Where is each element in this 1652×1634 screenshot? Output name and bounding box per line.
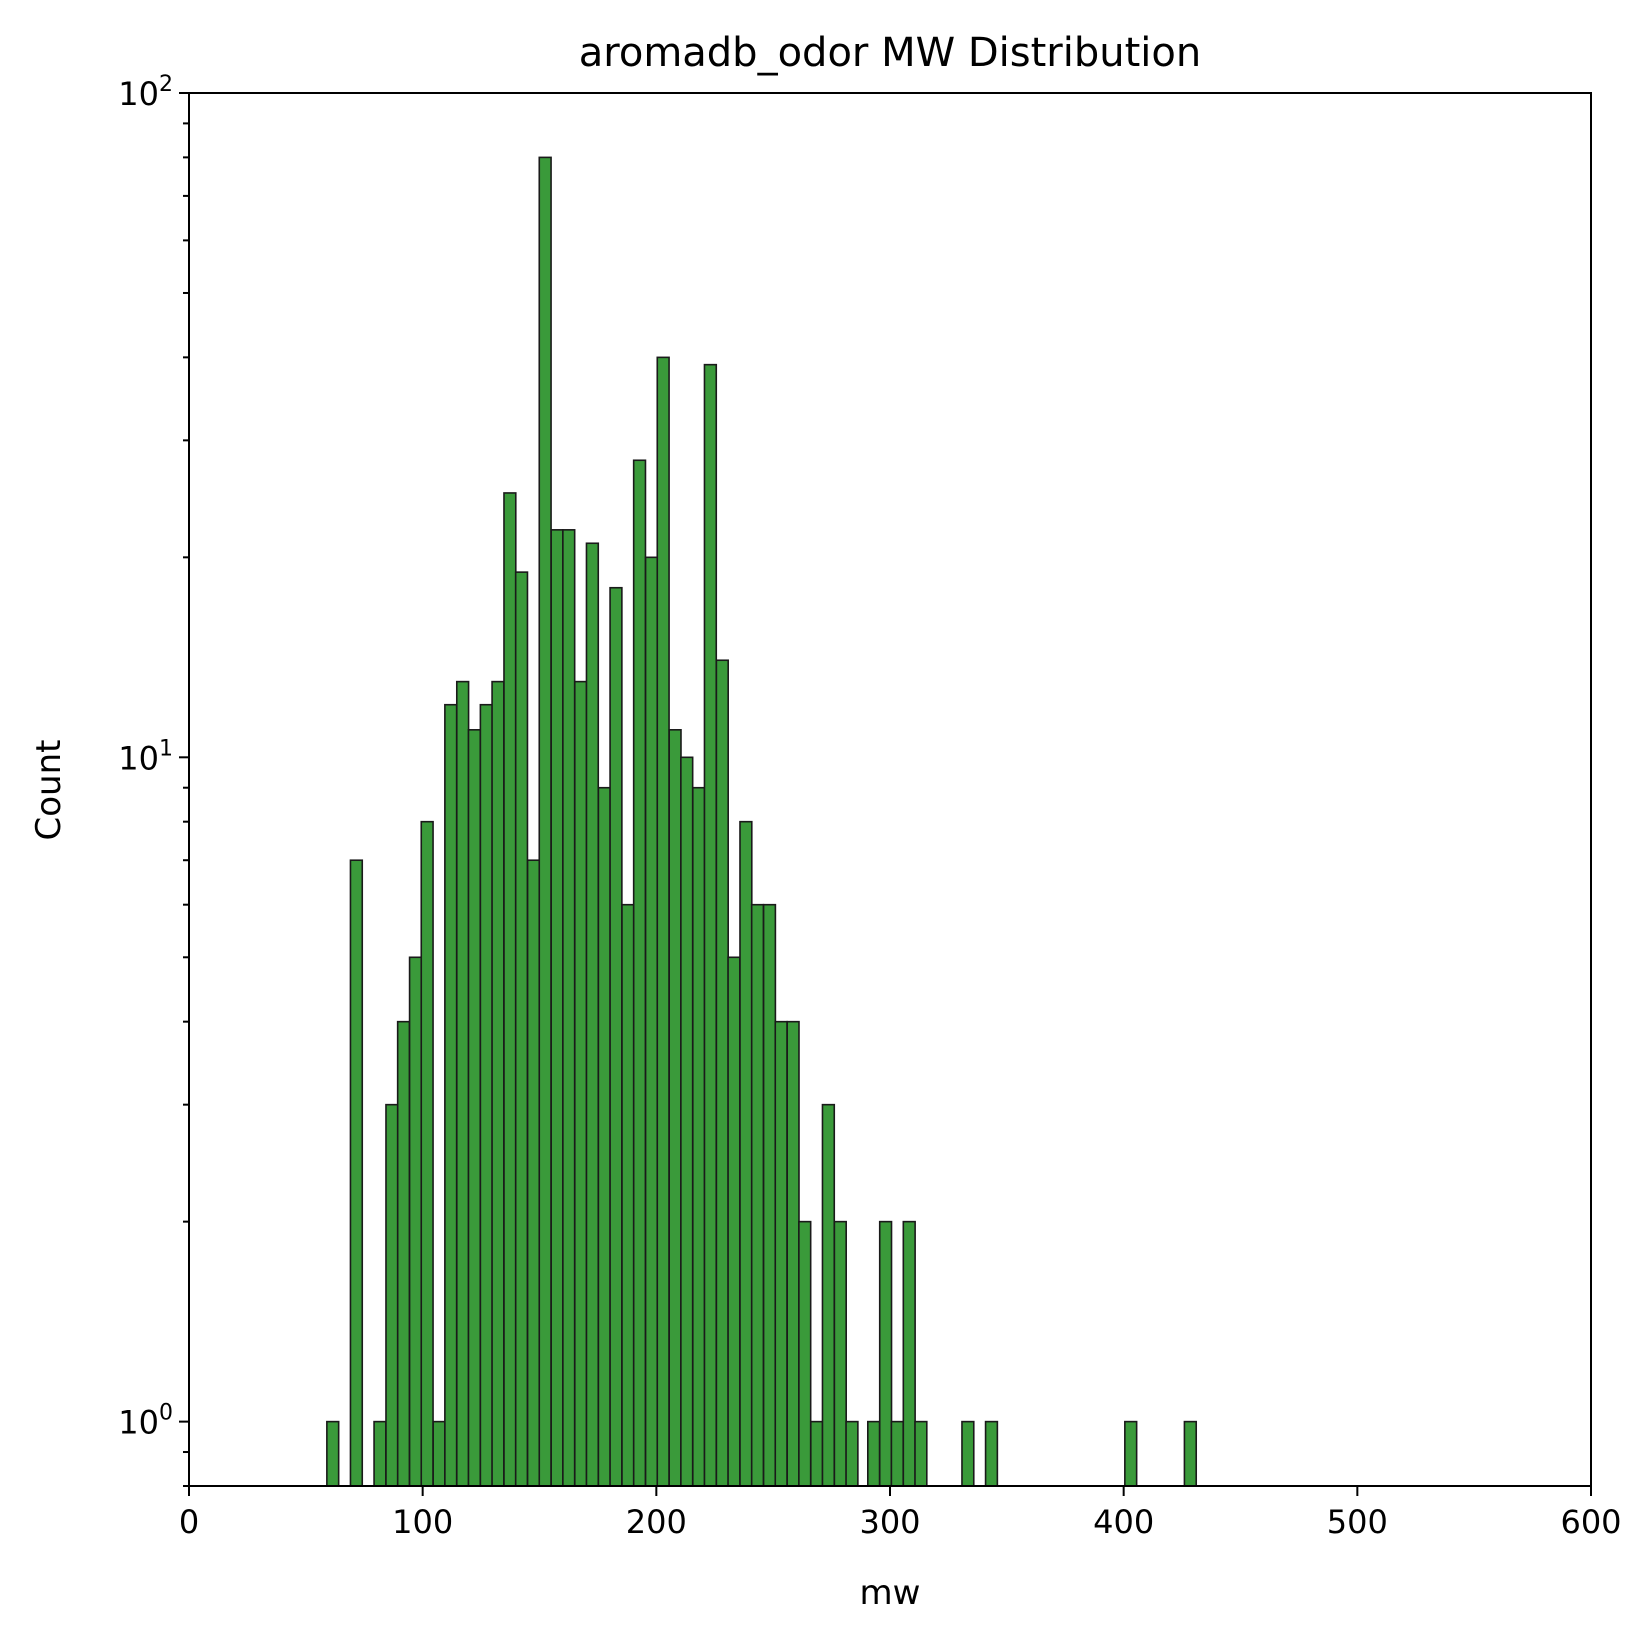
histogram-bar: [349, 859, 364, 1487]
histogram-bar: [668, 729, 682, 1487]
histogram-bar: [774, 1020, 788, 1487]
histogram-bar: [961, 1420, 975, 1487]
histogram-bar: [550, 529, 564, 1487]
histogram-bar: [727, 956, 741, 1487]
histogram-bar: [491, 680, 505, 1487]
x-tick-label: 300: [859, 1503, 920, 1541]
histogram-bar: [326, 1420, 340, 1487]
histogram-bar: [1183, 1420, 1198, 1487]
histogram-bar: [432, 1420, 446, 1487]
chart-title: aromadb_odor MW Distribution: [579, 30, 1201, 76]
histogram-bar: [573, 680, 588, 1487]
histogram-bar: [514, 571, 529, 1487]
y-axis: 100 101 102: [118, 72, 189, 1487]
histogram-bar: [821, 1103, 836, 1487]
histogram-bar: [467, 729, 482, 1487]
x-tick-label: 100: [392, 1503, 453, 1541]
y-tick-label: 102: [118, 72, 173, 113]
histogram-bar: [902, 1220, 916, 1487]
histogram-bar: [984, 1420, 999, 1487]
histogram-bar: [680, 756, 694, 1487]
histogram-bar: [396, 1020, 411, 1487]
y-axis-label: Count: [29, 740, 69, 841]
histogram-bar: [562, 529, 576, 1487]
histogram-bar: [750, 903, 765, 1487]
histogram-bar: [715, 659, 729, 1487]
histogram-bar: [408, 956, 423, 1487]
histogram-bar: [1124, 1420, 1138, 1487]
histogram-bar: [632, 459, 647, 1487]
histogram-bar: [644, 556, 659, 1487]
histogram-bar: [833, 1220, 847, 1487]
histogram-bar: [762, 903, 777, 1487]
histogram-bar: [444, 703, 458, 1487]
x-tick-label: 500: [1327, 1503, 1388, 1541]
histogram-bar: [538, 156, 552, 1487]
bars-group: [326, 156, 1198, 1487]
histogram-bar: [503, 492, 517, 1487]
histogram-bar: [597, 786, 611, 1487]
histogram-bar: [703, 363, 718, 1487]
histogram-bar: [786, 1020, 800, 1487]
histogram-bar: [809, 1420, 824, 1487]
histogram-bar: [385, 1103, 399, 1487]
histogram-bar: [455, 680, 470, 1487]
histogram-bar: [621, 903, 635, 1487]
x-tick-label: 600: [1560, 1503, 1621, 1541]
histogram-bar: [420, 820, 434, 1487]
x-axis: 0 100 200 300 400 500 600: [179, 1486, 1622, 1541]
histogram-bar: [585, 542, 600, 1487]
histogram-bar: [845, 1420, 859, 1487]
histogram-bar: [798, 1220, 812, 1487]
histogram-bar: [479, 703, 493, 1487]
x-tick-label: 0: [179, 1503, 199, 1541]
histogram-bar: [526, 859, 541, 1487]
histogram-bar: [691, 786, 706, 1487]
x-tick-label: 400: [1093, 1503, 1154, 1541]
y-tick-label: 100: [118, 1401, 173, 1442]
x-axis-label: mw: [860, 1573, 921, 1613]
histogram-bar: [878, 1220, 893, 1487]
histogram-bar: [609, 586, 623, 1487]
histogram-bar: [373, 1420, 387, 1487]
histogram-bar: [914, 1420, 928, 1487]
histogram-bar: [866, 1420, 881, 1487]
histogram-bar: [890, 1420, 905, 1487]
histogram-bar: [656, 356, 670, 1487]
y-tick-label: 101: [118, 736, 173, 777]
histogram-bar: [739, 820, 753, 1487]
x-tick-label: 200: [626, 1503, 687, 1541]
